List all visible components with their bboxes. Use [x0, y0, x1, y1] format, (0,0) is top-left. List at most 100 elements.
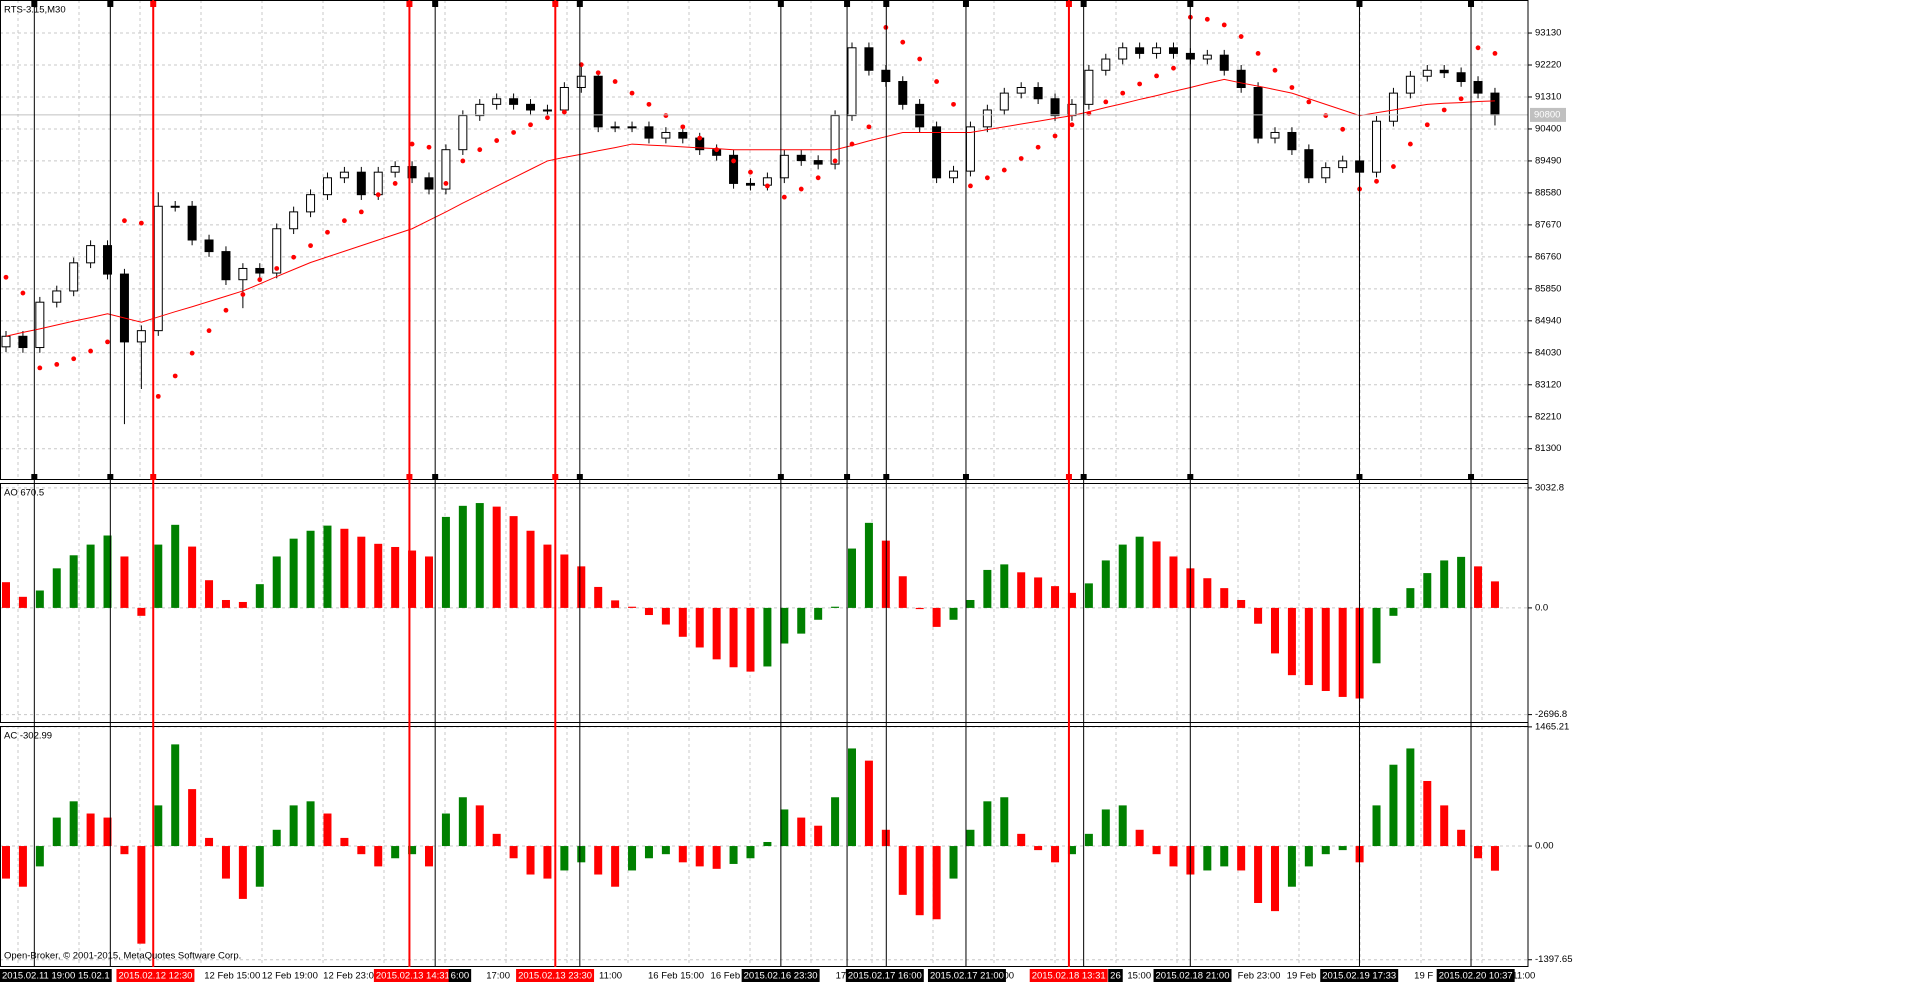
histogram-bar [221, 599, 230, 608]
candle-body [915, 103, 925, 128]
y-tick-label: 92220 [1535, 60, 1561, 71]
histogram-bar [188, 789, 197, 847]
histogram-bar [509, 516, 518, 608]
histogram-bar [543, 846, 552, 879]
sar-dot [1238, 34, 1244, 39]
candle-body [390, 166, 400, 173]
candle-body [949, 170, 959, 179]
time-label-group: 2015.02.11 19:00 [0, 969, 78, 982]
x-tick-label: Feb 23:00 [1238, 971, 1281, 982]
time-label-group: 17:00 [486, 971, 510, 982]
histogram-bar [171, 744, 180, 847]
x-tick-label: 19 Feb [1287, 971, 1317, 982]
histogram-bar [255, 584, 264, 608]
sar-dot [1441, 107, 1447, 113]
time-label-group: 19 Feb [1287, 971, 1317, 982]
histogram-bar [678, 607, 687, 637]
sar-dot [1424, 122, 1430, 128]
candle-body [678, 131, 688, 139]
sar-dot [1171, 65, 1176, 71]
histogram-bar [289, 538, 298, 608]
sar-dot [1475, 45, 1481, 51]
histogram-bar [238, 601, 247, 608]
sar-dot [375, 192, 381, 198]
histogram-bar [1169, 846, 1178, 867]
histogram-bar [763, 607, 772, 667]
candle-body [965, 126, 975, 172]
sar-dot [984, 175, 990, 181]
histogram-bar [1287, 846, 1296, 887]
sar-dot [206, 328, 212, 334]
event-handle [962, 1, 969, 7]
x-tick-label: 17:00 [486, 971, 510, 982]
time-label-group: 17 [836, 971, 847, 982]
event-handle [1468, 474, 1475, 480]
x-tick-label: 16 Feb [711, 971, 741, 982]
event-handle [777, 1, 784, 7]
candle-body [119, 273, 129, 343]
sar-dot [1492, 51, 1498, 56]
x-tick-label: 2015.02.20 10:37 [1439, 971, 1513, 982]
candle-body [1, 335, 11, 348]
histogram-bar [323, 813, 332, 847]
x-tick-label: 12 Feb 15:00 [204, 971, 260, 982]
event-handle [1356, 1, 1363, 7]
histogram-bar [103, 817, 112, 847]
sar-dot [257, 277, 263, 283]
candle-body [289, 211, 299, 230]
histogram-bar [475, 503, 484, 608]
histogram-bar [932, 607, 941, 627]
histogram-bar [1321, 607, 1330, 691]
candle-body [1033, 86, 1043, 100]
histogram-bar [746, 846, 755, 859]
histogram-bar [120, 846, 129, 855]
histogram-bar [695, 846, 704, 867]
sar-dot [1120, 90, 1126, 96]
y-tick-label: 93130 [1535, 28, 1561, 39]
event-handle [552, 474, 559, 480]
candle-body [322, 177, 332, 196]
sar-dot [274, 266, 280, 271]
time-label-bg [1320, 969, 1399, 982]
x-tick-label: 12 Feb 19:00 [262, 971, 318, 982]
time-label-bg [741, 969, 820, 982]
histogram-bar [1135, 536, 1144, 608]
event-handle [576, 1, 583, 7]
histogram-bar [763, 841, 772, 847]
time-label-bg [0, 969, 78, 982]
sar-dot [358, 209, 364, 215]
candle-body [1202, 54, 1212, 60]
sar-dot [189, 350, 195, 356]
time-label-group: 2015.02.16 23:30 [741, 969, 820, 982]
x-tick-label: 2015.02.12 12:30 [118, 971, 192, 982]
candle-body [238, 267, 248, 281]
histogram-bar [577, 846, 586, 863]
event-handle [1080, 474, 1087, 480]
histogram-bar [205, 837, 214, 847]
event-handle [777, 474, 784, 480]
histogram-bar [1389, 764, 1398, 847]
candle-body [610, 126, 620, 129]
sar-dot [122, 218, 127, 224]
time-label-group: 12 Feb 19:00 [262, 971, 318, 982]
time-label-group: 11:00 [1512, 971, 1535, 982]
histogram-bar [1000, 564, 1009, 608]
histogram-bar [797, 817, 806, 847]
histogram-bar [1101, 560, 1110, 608]
histogram-bar [729, 846, 738, 864]
x-tick-label: 00 [1004, 971, 1015, 982]
candle-body [999, 92, 1009, 111]
histogram-bar [425, 846, 433, 867]
candle-body [1084, 69, 1094, 105]
candle-body [136, 330, 146, 343]
sar-dot [731, 158, 736, 164]
sar-dot [561, 109, 567, 115]
candle-body [52, 290, 62, 303]
candle-body [1219, 54, 1229, 71]
candle-body [1372, 120, 1382, 173]
histogram-bar [289, 805, 298, 847]
candle-body [1050, 98, 1060, 117]
candle-body [458, 115, 468, 151]
histogram-bar [69, 801, 78, 847]
